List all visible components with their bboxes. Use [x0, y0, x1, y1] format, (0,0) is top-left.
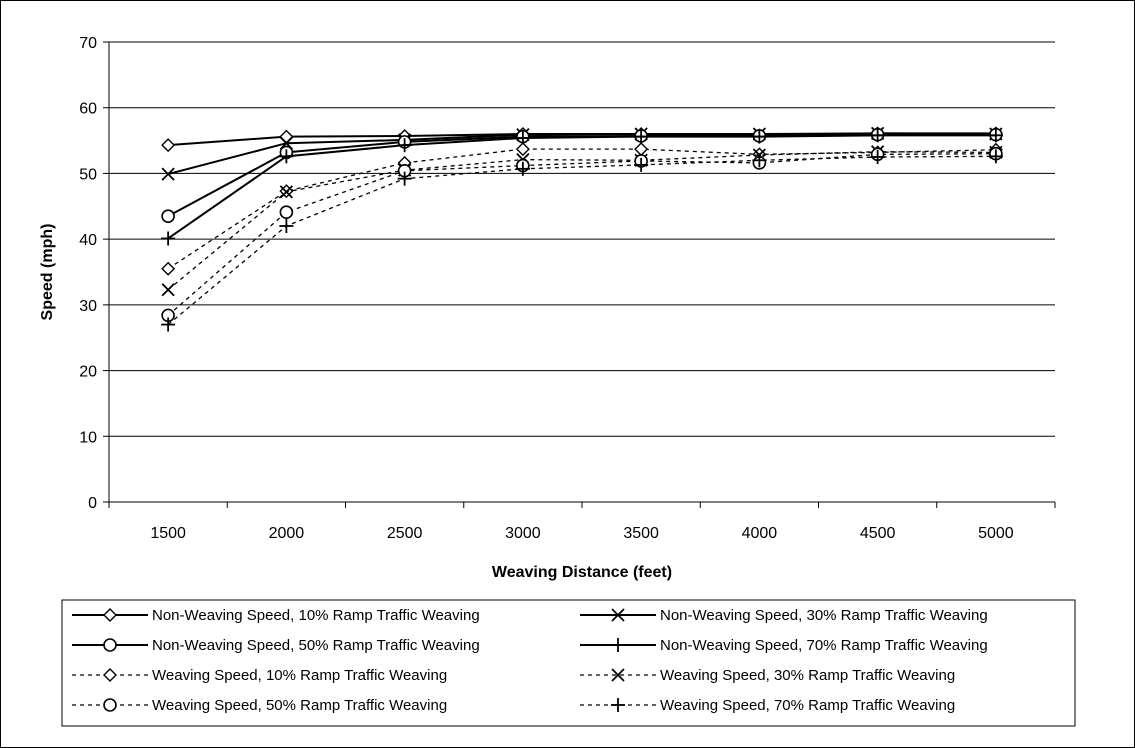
legend-label: Weaving Speed, 30% Ramp Traffic Weaving	[660, 667, 955, 684]
y-tick-label: 60	[79, 101, 97, 118]
series-line	[167, 132, 996, 176]
data-point	[397, 138, 412, 153]
series-line	[167, 148, 996, 270]
marker-stroke	[279, 185, 294, 199]
legend: Non-Weaving Speed, 10% Ramp Traffic Weav…	[72, 607, 988, 714]
x-tick-label: 2500	[387, 525, 423, 542]
series-line	[167, 134, 996, 240]
x-tick-label: 5000	[978, 525, 1014, 542]
legend-item-7: Weaving Speed, 50% Ramp Traffic Weaving	[72, 697, 447, 714]
legend-marker	[103, 698, 117, 712]
x-tick-label: 3500	[623, 525, 659, 542]
data-point	[279, 185, 294, 199]
y-tick-label: 30	[79, 298, 97, 315]
plot-area	[109, 42, 1055, 502]
legend-marker	[103, 668, 117, 682]
data-point	[279, 149, 294, 164]
legend-item-4: Non-Weaving Speed, 70% Ramp Traffic Weav…	[580, 637, 988, 654]
legend-marker	[611, 638, 625, 652]
y-tick-label: 10	[79, 429, 97, 446]
y-tick-label: 70	[79, 35, 97, 52]
data-point	[870, 128, 885, 143]
series-line	[167, 153, 996, 316]
y-tick-label: 40	[79, 232, 97, 249]
x-tick-label: 4500	[860, 525, 896, 542]
legend-item-3: Non-Weaving Speed, 50% Ramp Traffic Weav…	[72, 637, 480, 654]
x-tick-label: 2000	[269, 525, 305, 542]
x-tick-label: 3000	[505, 525, 541, 542]
legend-marker	[611, 668, 625, 682]
legend-label: Non-Weaving Speed, 50% Ramp Traffic Weav…	[152, 637, 480, 654]
data-point	[634, 157, 649, 172]
marker-stroke	[611, 608, 625, 622]
legend-label: Non-Weaving Speed, 10% Ramp Traffic Weav…	[152, 607, 480, 624]
legend-marker	[611, 698, 625, 712]
data-point	[515, 161, 530, 176]
data-point	[634, 129, 649, 144]
x-tick-label: 1500	[150, 525, 186, 542]
legend-label: Weaving Speed, 10% Ramp Traffic Weaving	[152, 667, 447, 684]
legend-label: Non-Weaving Speed, 30% Ramp Traffic Weav…	[660, 607, 988, 624]
legend-item-5: Weaving Speed, 10% Ramp Traffic Weaving	[72, 667, 447, 684]
y-tick-label: 50	[79, 166, 97, 183]
data-point	[752, 129, 767, 144]
data-point	[870, 150, 885, 164]
y-axis-title: Speed (mph)	[39, 224, 56, 321]
data-point	[279, 205, 294, 219]
y-tick-label: 0	[88, 495, 97, 512]
data-point	[397, 171, 412, 186]
data-point	[161, 138, 176, 153]
marker-stroke	[161, 283, 175, 297]
legend-label: Non-Weaving Speed, 70% Ramp Traffic Weav…	[660, 637, 988, 654]
series-4	[161, 128, 1003, 246]
marker-stroke	[161, 167, 175, 181]
legend-item-1: Non-Weaving Speed, 10% Ramp Traffic Weav…	[72, 607, 480, 624]
series-group	[161, 126, 1003, 332]
data-point	[752, 153, 767, 168]
data-point	[161, 283, 175, 297]
data-point	[988, 128, 1003, 143]
data-point	[161, 261, 176, 276]
x-tick-labels: 1500 2000 2500 3000 3500 4000 4500 5000	[150, 525, 1013, 542]
legend-marker	[611, 608, 625, 622]
legend-box	[61, 599, 1076, 727]
data-point	[279, 219, 294, 233]
gridlines	[109, 41, 1055, 437]
x-axis-title: Weaving Distance (feet)	[492, 564, 672, 581]
y-tick-labels: 0 10 20 30 40 50 60 70	[79, 35, 97, 512]
data-point	[161, 231, 176, 246]
marker-stroke	[611, 668, 625, 682]
data-point	[161, 317, 176, 332]
data-point	[161, 167, 175, 181]
data-point	[988, 149, 1003, 164]
legend-item-8: Weaving Speed, 70% Ramp Traffic Weaving	[580, 697, 955, 714]
series-line	[167, 151, 996, 291]
data-point	[161, 209, 175, 223]
axes	[103, 41, 1056, 508]
legend-item-2: Non-Weaving Speed, 30% Ramp Traffic Weav…	[580, 607, 988, 624]
y-tick-label: 20	[79, 364, 97, 381]
legend-label: Weaving Speed, 70% Ramp Traffic Weaving	[660, 697, 955, 714]
legend-label: Weaving Speed, 50% Ramp Traffic Weaving	[152, 697, 447, 714]
data-point	[515, 142, 530, 157]
legend-marker	[103, 638, 117, 652]
series-8	[161, 149, 1003, 332]
series-line	[167, 155, 996, 326]
legend-item-6: Weaving Speed, 30% Ramp Traffic Weaving	[580, 667, 955, 684]
x-tick-label: 4000	[742, 525, 778, 542]
legend-marker	[103, 608, 117, 622]
